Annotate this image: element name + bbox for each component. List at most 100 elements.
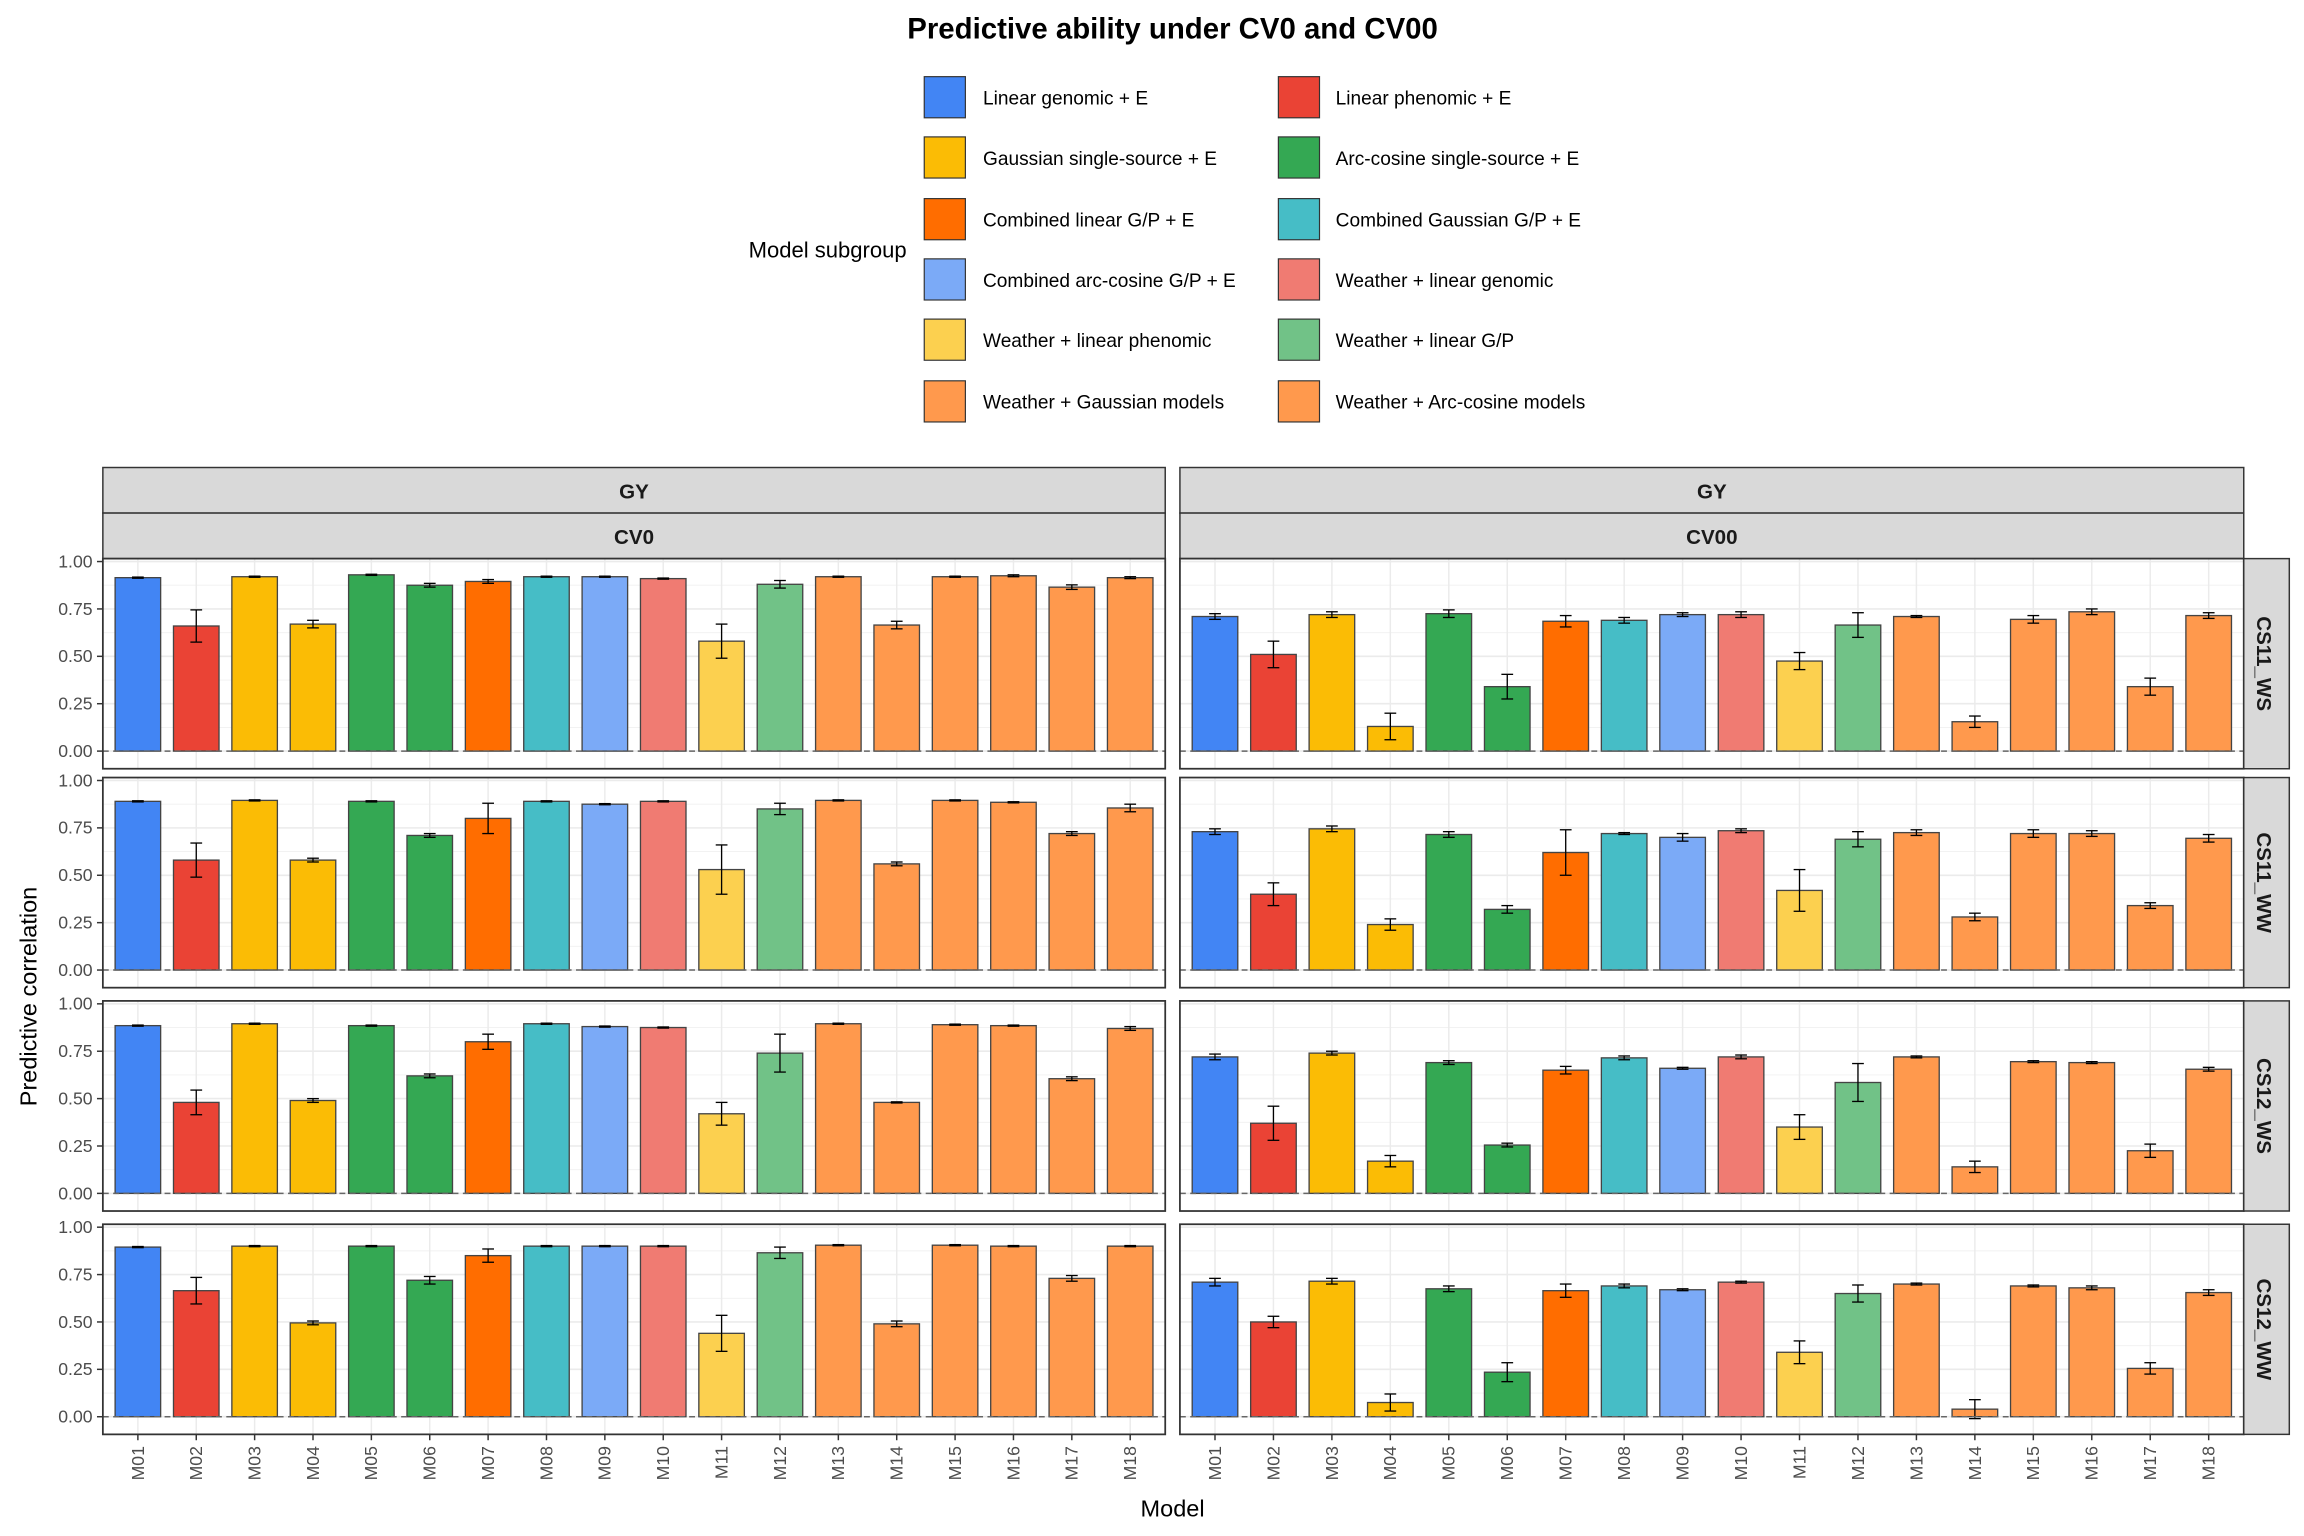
error-bar-M11 bbox=[715, 844, 728, 895]
error-bar-M10 bbox=[1735, 1054, 1747, 1060]
error-bar-M09 bbox=[598, 802, 611, 806]
bar-M05 bbox=[1425, 833, 1473, 971]
x-tick-label: M11 bbox=[1789, 1446, 1809, 1479]
error-bar-M17 bbox=[1065, 584, 1078, 591]
error-bar-M10 bbox=[1735, 828, 1747, 834]
error-bar-M05 bbox=[1442, 609, 1455, 619]
panel-background bbox=[1179, 1224, 2244, 1435]
error-bar-M05 bbox=[1442, 1285, 1455, 1293]
trait-strip-label: GY bbox=[619, 480, 649, 503]
bar-M15 bbox=[2009, 1285, 2057, 1418]
error-bar-M10 bbox=[1735, 1280, 1747, 1284]
chart-title: Predictive ability under CV0 and CV00 bbox=[907, 12, 1438, 45]
bar-M03 bbox=[1308, 613, 1356, 752]
error-bar-M03 bbox=[1326, 1050, 1338, 1056]
error-bar-M15 bbox=[949, 575, 961, 578]
bar-M03 bbox=[1308, 1052, 1356, 1195]
y-tick-label: 1.00 bbox=[58, 551, 93, 571]
panel-background bbox=[102, 777, 1166, 988]
error-bar-M18 bbox=[1124, 576, 1137, 580]
y-tick-label: 0.50 bbox=[58, 1312, 93, 1332]
bar-M08 bbox=[523, 1023, 570, 1195]
error-bar-M01 bbox=[1209, 1053, 1221, 1061]
y-tick-label: 0.75 bbox=[58, 818, 93, 838]
error-bar-M05 bbox=[1442, 831, 1455, 839]
bar-M06 bbox=[406, 1279, 454, 1418]
bar-M16 bbox=[990, 575, 1037, 752]
error-bar-M09 bbox=[1676, 1066, 1689, 1070]
x-tick-label: M03 bbox=[245, 1446, 265, 1480]
legend-key bbox=[1277, 380, 1321, 423]
y-tick-label: 0.25 bbox=[58, 1136, 93, 1156]
bar-M13 bbox=[814, 1023, 862, 1195]
bar-M10 bbox=[639, 1026, 687, 1195]
error-bar-M06 bbox=[1501, 1142, 1514, 1148]
legend-label: Linear genomic + E bbox=[983, 89, 1148, 110]
panel-border bbox=[101, 776, 1167, 989]
error-bar-M14 bbox=[890, 1320, 903, 1328]
error-bar-M16 bbox=[1007, 1244, 1020, 1248]
error-bar-M11 bbox=[1793, 1340, 1806, 1365]
error-bar-M09 bbox=[1676, 832, 1689, 842]
error-bar-M08 bbox=[540, 1244, 553, 1248]
legend-label: Weather + Arc-cosine models bbox=[1336, 393, 1586, 414]
bar-M18 bbox=[2185, 837, 2233, 971]
bar-M06 bbox=[1483, 908, 1531, 971]
bar-M07 bbox=[464, 1254, 512, 1418]
bar-M07 bbox=[464, 817, 512, 971]
error-bar-M13 bbox=[832, 799, 845, 802]
error-bar-M18 bbox=[1124, 1025, 1137, 1032]
error-bar-M17 bbox=[2144, 902, 2157, 910]
row-strip bbox=[2243, 776, 2291, 989]
error-bar-M12 bbox=[1852, 1062, 1864, 1103]
bar-M01 bbox=[1191, 1056, 1239, 1195]
error-bar-M01 bbox=[1209, 1277, 1221, 1287]
bar-M03 bbox=[1308, 1280, 1356, 1418]
error-bar-M03 bbox=[248, 575, 261, 578]
panel-CS12_WW-CV00: CS12_WW bbox=[1179, 1223, 2291, 1436]
bar-M09 bbox=[581, 576, 629, 752]
error-bar-M03 bbox=[1326, 1277, 1338, 1285]
y-tick-label: 0.50 bbox=[58, 865, 93, 885]
error-bar-M18 bbox=[2202, 612, 2215, 620]
error-bar-M11 bbox=[1793, 1114, 1806, 1141]
error-bar-M04 bbox=[1384, 918, 1397, 931]
x-tick-label: M10 bbox=[1731, 1446, 1751, 1480]
bar-M11 bbox=[1776, 660, 1823, 752]
error-bar-M07 bbox=[482, 1033, 494, 1050]
error-bar-M11 bbox=[715, 623, 728, 659]
error-bar-M10 bbox=[1735, 611, 1747, 619]
bar-M16 bbox=[2068, 1061, 2116, 1195]
x-tick-label: M12 bbox=[1848, 1446, 1868, 1480]
error-bar-M10 bbox=[657, 1244, 670, 1248]
bar-M04 bbox=[1366, 923, 1414, 971]
bar-M10 bbox=[639, 577, 687, 752]
bar-M06 bbox=[406, 584, 454, 752]
row-strip bbox=[2243, 1223, 2291, 1436]
x-tick-label: M03 bbox=[1322, 1446, 1342, 1480]
bar-M01 bbox=[1191, 831, 1239, 971]
bar-M14 bbox=[1951, 916, 1999, 971]
legend-key bbox=[1277, 258, 1321, 301]
legend-label: Combined arc-cosine G/P + E bbox=[983, 271, 1236, 292]
x-tick-label: M11 bbox=[711, 1446, 731, 1479]
y-tick-label: 0.25 bbox=[58, 913, 93, 933]
error-bar-M13 bbox=[1910, 1055, 1923, 1059]
bar-M05 bbox=[347, 1245, 395, 1418]
bar-M08 bbox=[1600, 1285, 1648, 1418]
error-bar-M08 bbox=[1618, 831, 1631, 836]
error-bar-M03 bbox=[1326, 611, 1338, 619]
error-bar-M16 bbox=[1007, 1024, 1020, 1027]
bar-M14 bbox=[873, 1101, 921, 1195]
error-bar-M18 bbox=[2202, 1289, 2215, 1297]
bar-M15 bbox=[931, 576, 979, 752]
legend-key bbox=[923, 318, 966, 361]
legend-label: Combined linear G/P + E bbox=[983, 211, 1194, 232]
bar-M03 bbox=[231, 799, 279, 971]
x-tick-label: M10 bbox=[653, 1446, 673, 1480]
bar-M10 bbox=[1717, 1056, 1765, 1195]
error-bar-M06 bbox=[1501, 904, 1514, 914]
bar-M16 bbox=[2068, 832, 2116, 971]
panel-border bbox=[101, 557, 1167, 770]
error-bar-M08 bbox=[540, 800, 553, 803]
